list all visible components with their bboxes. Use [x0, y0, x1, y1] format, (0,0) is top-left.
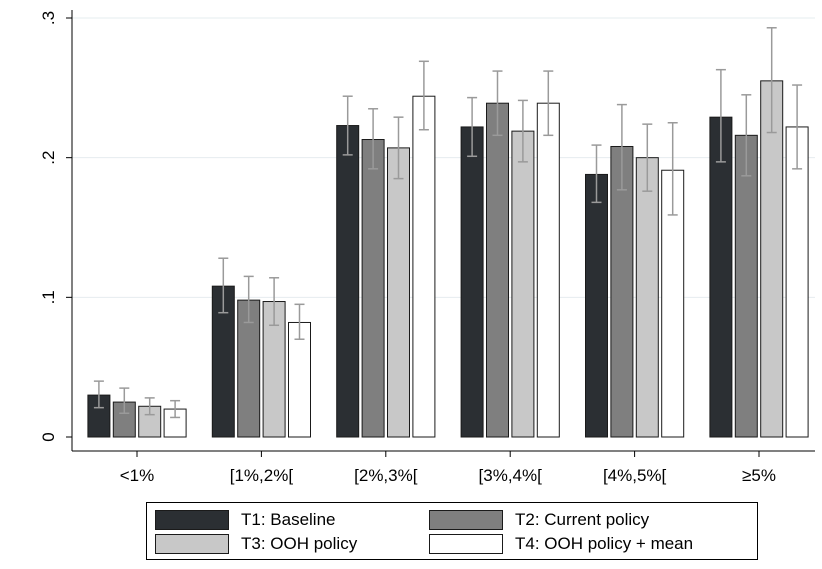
x-tick-label: [2%,3%[ [354, 466, 418, 485]
chart: 0 .1 .2 .3 <1% [1%,2%[ [2%,3%[ [3%,4%[ [4%,5%[ ≥5… [39, 10, 815, 485]
legend-swatch-t4 [429, 534, 503, 554]
bar [760, 80, 784, 438]
legend-label-t2: T2: Current policy [515, 510, 650, 529]
bar [734, 134, 758, 438]
bar [511, 130, 535, 438]
y-tick-label: .2 [39, 151, 58, 165]
error-bars [93, 27, 803, 419]
legend-swatch-t2 [429, 510, 503, 530]
x-tick-label: [3%,4%[ [479, 466, 543, 485]
legend-label-t4: T4: OOH policy + mean [515, 534, 694, 553]
x-tick-label: [1%,2%[ [230, 466, 294, 485]
legend-item-t4: T4: OOH policy + mean [429, 533, 693, 555]
bar [387, 147, 410, 438]
bar [412, 95, 436, 438]
bar [336, 125, 360, 438]
x-tick-label: [4%,5%[ [603, 466, 667, 485]
y-tick-label: 0 [39, 432, 58, 441]
bars [87, 80, 809, 438]
bar [361, 139, 385, 438]
y-tick-label: .3 [39, 11, 58, 25]
bar [486, 102, 509, 438]
legend-item-t3: T3: OOH policy [155, 533, 357, 555]
bar [709, 116, 733, 438]
legend-label-t3: T3: OOH policy [241, 534, 358, 553]
legend-swatch-t3 [155, 534, 229, 554]
legend-item-t2: T2: Current policy [429, 509, 649, 531]
gridlines [72, 17, 815, 298]
y-tick-label: .1 [39, 290, 58, 304]
bar [785, 126, 809, 438]
bar [536, 102, 560, 438]
legend-label-t1: T1: Baseline [241, 510, 336, 529]
bar [460, 126, 484, 438]
x-tick-label: ≥5% [742, 466, 776, 485]
legend: T1: Baseline T2: Current policy T3: OOH … [146, 502, 758, 560]
axes: 0 .1 .2 .3 <1% [1%,2%[ [2%,3%[ [3%,4%[ [4%,5%[ ≥5… [39, 10, 815, 485]
legend-item-t1: T1: Baseline [155, 509, 336, 531]
x-tick-label: <1% [120, 466, 155, 485]
legend-swatch-t1 [155, 510, 229, 530]
bar [585, 173, 608, 438]
bar [635, 157, 659, 438]
